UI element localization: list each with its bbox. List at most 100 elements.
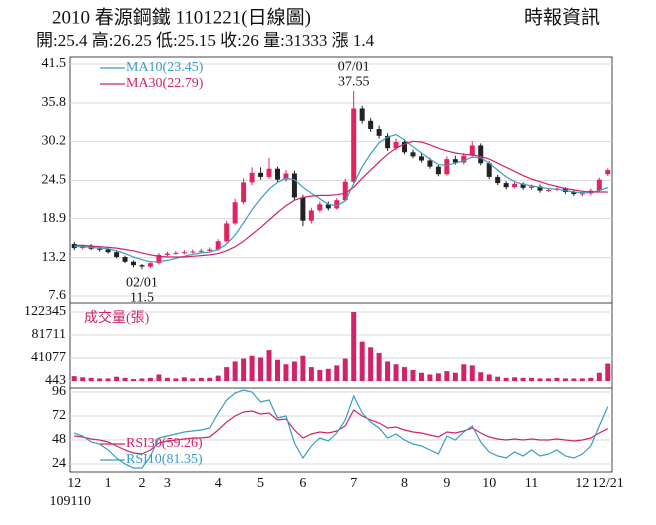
volume-bar: [529, 377, 535, 381]
volume-bar: [88, 377, 94, 381]
y-tick-label: 24.5: [42, 173, 67, 188]
volume-bar: [241, 358, 247, 381]
volume-bar: [131, 378, 137, 381]
volume-bar: [300, 355, 306, 381]
volume-bar: [418, 372, 424, 381]
volume-bar: [325, 368, 331, 381]
annotation-date: 02/01: [126, 276, 158, 291]
volume-bar: [385, 361, 391, 381]
volume-bar: [97, 378, 103, 381]
volume-bar: [410, 369, 416, 381]
y-tick-label: 81711: [32, 327, 66, 342]
volume-bar: [114, 376, 120, 381]
x-tick-label: 1: [105, 476, 112, 491]
candle-body: [418, 156, 424, 161]
annotation-date: 07/01: [338, 59, 370, 74]
y-tick-label: 35.8: [42, 95, 67, 110]
volume-bar: [181, 377, 187, 381]
volume-bar: [571, 378, 577, 381]
x-tick-label: 3: [164, 476, 171, 491]
volume-bar: [478, 372, 484, 381]
volume-bar: [359, 341, 365, 381]
candle-body: [173, 252, 179, 254]
x-tick-label: 10: [482, 476, 496, 491]
volume-bar: [503, 377, 509, 381]
candle-body: [596, 179, 602, 191]
x-start-label: 109110: [49, 494, 90, 509]
volume-bar: [469, 365, 475, 381]
volume-bar: [461, 364, 467, 381]
candle-body: [469, 145, 475, 156]
series-line: [74, 409, 609, 455]
volume-bar: [368, 347, 374, 381]
volume-bar: [224, 367, 230, 381]
volume-bar: [545, 378, 551, 381]
candle-body: [478, 145, 484, 164]
volume-bar: [173, 378, 179, 381]
volume-bar: [215, 375, 221, 381]
volume-bar: [164, 377, 170, 381]
volume-bar: [605, 363, 611, 381]
y-tick-label: 72: [52, 408, 66, 423]
x-tick-label: 12: [575, 476, 589, 491]
x-tick-label: 11: [525, 476, 538, 491]
volume-bar: [495, 376, 501, 381]
y-tick-label: 41.5: [42, 56, 67, 71]
x-tick-label: 12: [67, 476, 81, 491]
candle-body: [97, 248, 103, 250]
volume-bar: [342, 358, 348, 381]
candle-body: [427, 160, 433, 167]
volume-bar: [334, 365, 340, 381]
y-axis-label: 成交量(張): [84, 309, 150, 326]
candle-body: [181, 252, 187, 254]
y-tick-label: 96: [52, 384, 66, 399]
x-tick-label: 9: [443, 476, 450, 491]
candle-body: [334, 200, 340, 209]
y-tick-label: 443: [45, 373, 66, 388]
volume-bar: [105, 378, 111, 381]
volume-bar: [596, 372, 602, 381]
y-tick-label: 41077: [31, 350, 66, 365]
volume-bar: [80, 377, 86, 381]
volume-bar: [588, 377, 594, 381]
candle-body: [461, 155, 467, 163]
candle-body: [385, 135, 391, 149]
candle-body: [241, 182, 247, 203]
candle-body: [545, 189, 551, 191]
candle-body: [605, 170, 611, 175]
volume-bar: [249, 355, 255, 381]
candle-body: [529, 186, 535, 188]
candle-body: [105, 249, 111, 253]
candle-body: [486, 163, 492, 177]
candle-body: [359, 108, 365, 121]
x-tick-label: 8: [401, 476, 408, 491]
chart-title: 2010 春源鋼鐵 1101221(日線圖): [52, 6, 311, 28]
candle-body: [190, 251, 196, 253]
candle-body: [291, 173, 297, 198]
candle-body: [308, 210, 314, 221]
candle-body: [122, 256, 128, 262]
volume-bar: [452, 372, 458, 381]
volume-bar: [486, 374, 492, 381]
summary: 開:25.4 高:26.25 低:25.15 收:26 量:31333 漲 1.…: [36, 31, 375, 50]
candle-body: [249, 172, 255, 183]
candle-body: [198, 250, 204, 252]
volume-bar: [232, 361, 238, 381]
volume-bar: [562, 378, 568, 381]
volume-bar: [207, 377, 213, 381]
volume-bar: [393, 364, 399, 381]
candle-body: [139, 265, 145, 267]
volume-bar: [122, 377, 128, 381]
volume-bar: [579, 378, 585, 381]
source: 時報資訊: [524, 6, 600, 28]
volume-bar: [258, 357, 264, 381]
x-tick-label: 2: [138, 476, 145, 491]
x-tick-label: 7: [350, 476, 357, 491]
candle-body: [274, 168, 280, 180]
volume-bar: [520, 377, 526, 381]
legend-label: RSI10(81.35): [126, 452, 203, 467]
candle-body: [114, 252, 120, 257]
volume-bar: [376, 352, 382, 381]
x-tick-label: 5: [257, 476, 264, 491]
volume-bar: [308, 367, 314, 381]
